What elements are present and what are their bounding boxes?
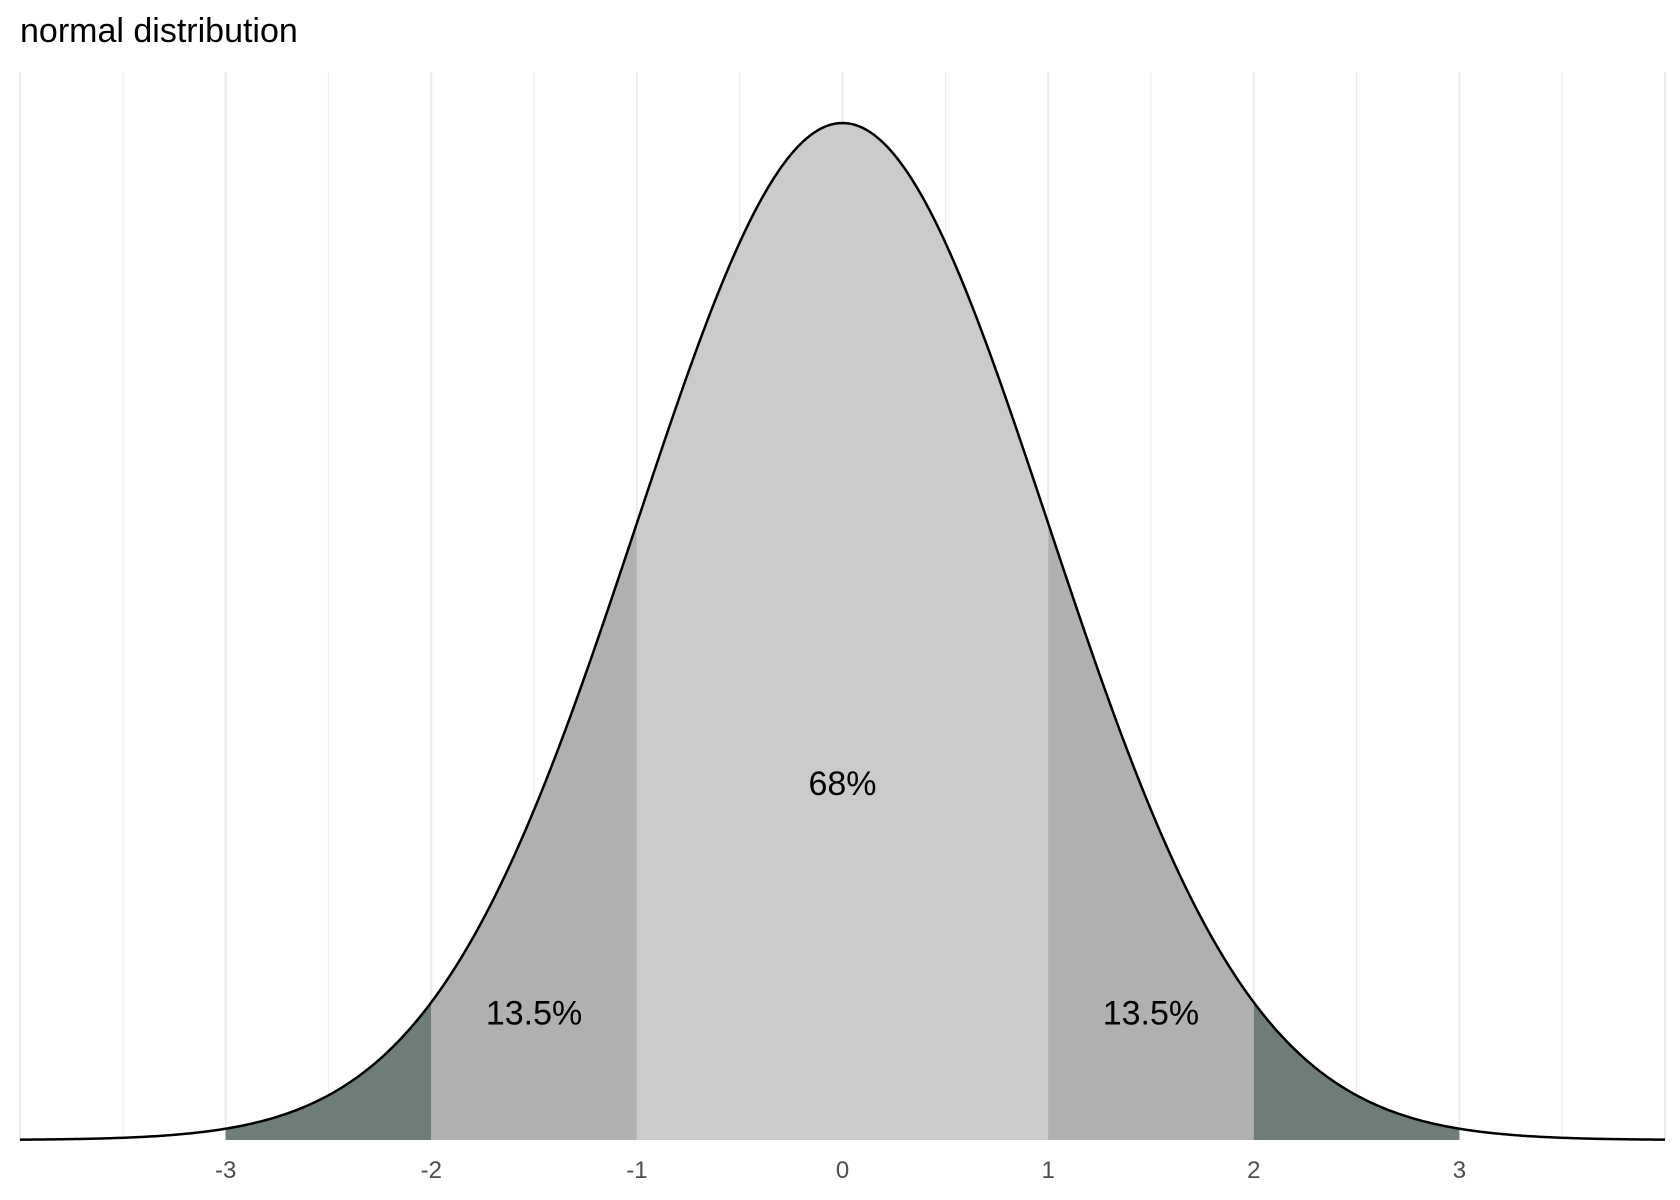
shaded-regions bbox=[225, 123, 1460, 1140]
x-tick-label: 2 bbox=[1247, 1157, 1260, 1184]
x-tick-label: 3 bbox=[1453, 1157, 1466, 1184]
shaded-region-2-to-3 bbox=[1253, 1002, 1460, 1140]
region-annotations: 68% 13.5% 13.5% bbox=[486, 765, 1199, 1032]
chart-title: normal distribution bbox=[20, 12, 298, 50]
region-percent-label: 13.5% bbox=[1103, 995, 1199, 1033]
density-curve-group bbox=[19, 121, 1666, 1141]
density-curve bbox=[19, 121, 1666, 1141]
region-percent-label: 68% bbox=[808, 765, 876, 803]
shaded-region-neg1-to-1 bbox=[636, 123, 1049, 1140]
x-tick-label: -1 bbox=[626, 1157, 647, 1184]
x-tick-label: -3 bbox=[215, 1157, 236, 1184]
x-tick-label: 0 bbox=[836, 1157, 849, 1184]
x-tick-label: -2 bbox=[421, 1157, 442, 1184]
shaded-region-neg3-to-neg2 bbox=[225, 1002, 432, 1140]
x-axis-ticks: -3 -2 -1 0 1 2 3 bbox=[215, 1157, 1466, 1184]
x-tick-label: 1 bbox=[1041, 1157, 1054, 1184]
region-percent-label: 13.5% bbox=[486, 995, 582, 1033]
